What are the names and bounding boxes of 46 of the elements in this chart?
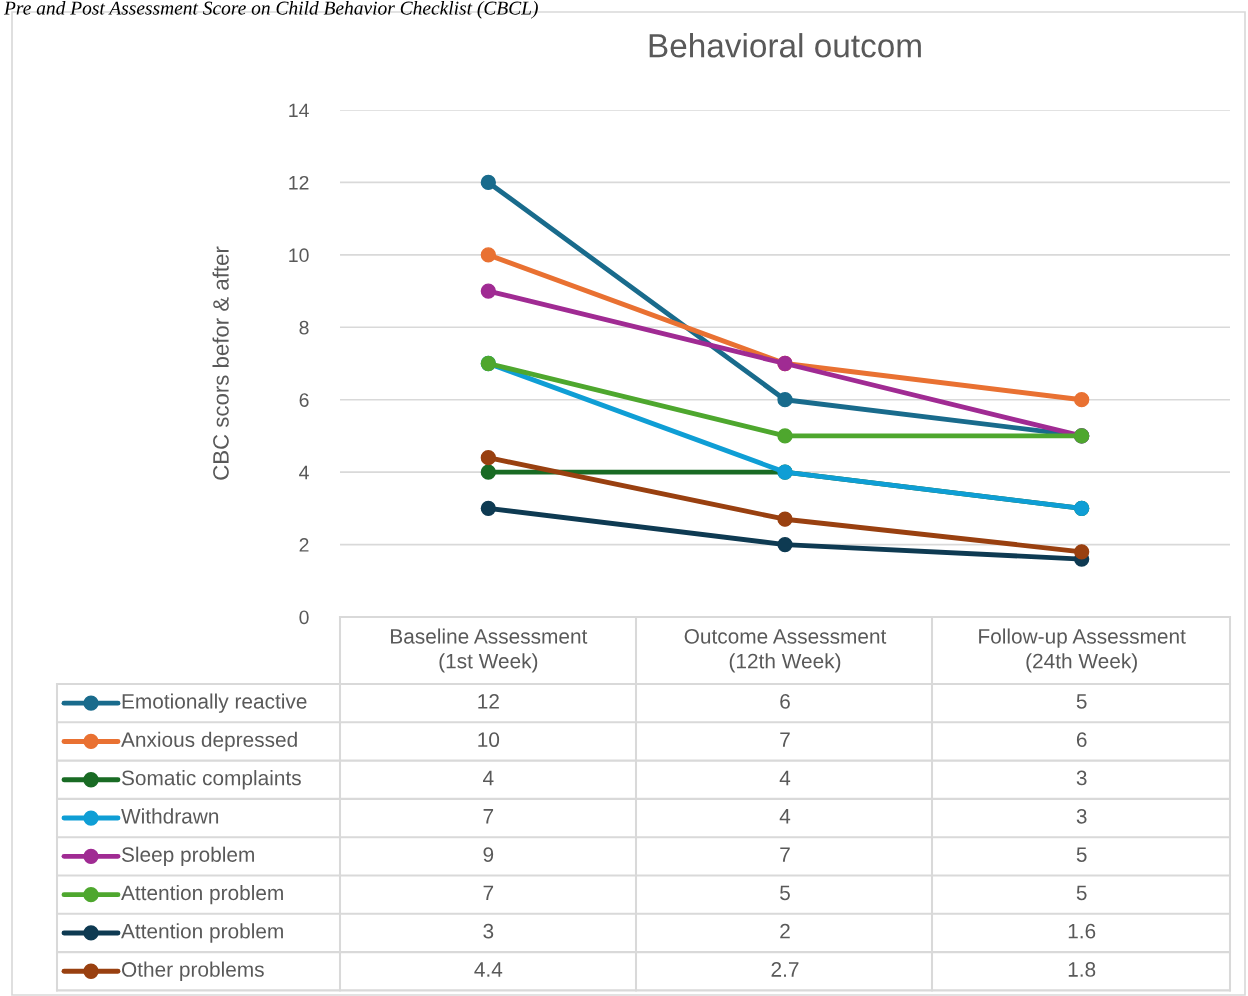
legend-label: Somatic complaints bbox=[121, 770, 301, 790]
data-label: 3 bbox=[1076, 770, 1087, 786]
chart-title: Behavioral outcom bbox=[649, 33, 921, 58]
legend-label: Attention problem bbox=[121, 884, 283, 905]
data-label: 10 bbox=[478, 732, 500, 748]
data-label: 5 bbox=[1076, 694, 1087, 709]
data-label: 6 bbox=[780, 693, 790, 709]
legend-label: Anxious depressed bbox=[121, 731, 297, 752]
y-tick-label: 12 bbox=[289, 175, 309, 190]
x-tick-label: Follow-up Assessment (24th Week) bbox=[979, 628, 1186, 673]
x-tick-label: Baseline Assessment (1st Week) bbox=[391, 628, 588, 673]
data-label: 4 bbox=[779, 809, 791, 824]
data-label: 4 bbox=[779, 770, 791, 786]
data-label: 7 bbox=[483, 809, 494, 824]
data-label: 2.7 bbox=[771, 962, 799, 977]
data-label: 5 bbox=[1076, 885, 1087, 901]
y-tick-label: 4 bbox=[299, 465, 309, 480]
data-label: 2 bbox=[780, 923, 790, 939]
legend-label: Attention problem bbox=[121, 923, 283, 943]
legend-label: Sleep problem bbox=[121, 846, 254, 867]
y-tick-label: 2 bbox=[299, 538, 309, 552]
text: Pre and Post Assessment Score on Child Behavior Checklist (CBCL) bbox=[3, 1, 538, 19]
y-tick-label: 6 bbox=[299, 393, 309, 407]
y-axis-title: CBC scors befor & after bbox=[212, 246, 229, 480]
data-label: 6 bbox=[1076, 732, 1087, 748]
data-label: 7 bbox=[483, 885, 494, 901]
legend-label: Other problems bbox=[121, 961, 264, 981]
data-label: 7 bbox=[780, 847, 790, 862]
data-label: 4.4 bbox=[474, 962, 503, 977]
data-label: 3 bbox=[1076, 808, 1087, 824]
data-label: 3 bbox=[483, 923, 494, 939]
data-label: 1.8 bbox=[1068, 962, 1096, 977]
data-label: 9 bbox=[483, 847, 494, 862]
x-tick-label: Outcome Assessment (12th Week) bbox=[684, 628, 887, 673]
legend-label: Withdrawn bbox=[121, 808, 219, 824]
data-label: 1.6 bbox=[1068, 923, 1096, 939]
y-tick-label: 0 bbox=[299, 610, 309, 625]
data-label: 4 bbox=[483, 770, 494, 786]
data-label: 12 bbox=[478, 693, 499, 709]
y-tick-label: 8 bbox=[299, 320, 309, 335]
y-tick-label: 10 bbox=[289, 248, 309, 263]
data-label: 5 bbox=[780, 885, 790, 901]
y-tick-label: 14 bbox=[289, 103, 309, 118]
legend-label: Emotionally reactive bbox=[122, 693, 307, 713]
data-label: 5 bbox=[1076, 847, 1087, 862]
data-label: 7 bbox=[780, 732, 790, 747]
